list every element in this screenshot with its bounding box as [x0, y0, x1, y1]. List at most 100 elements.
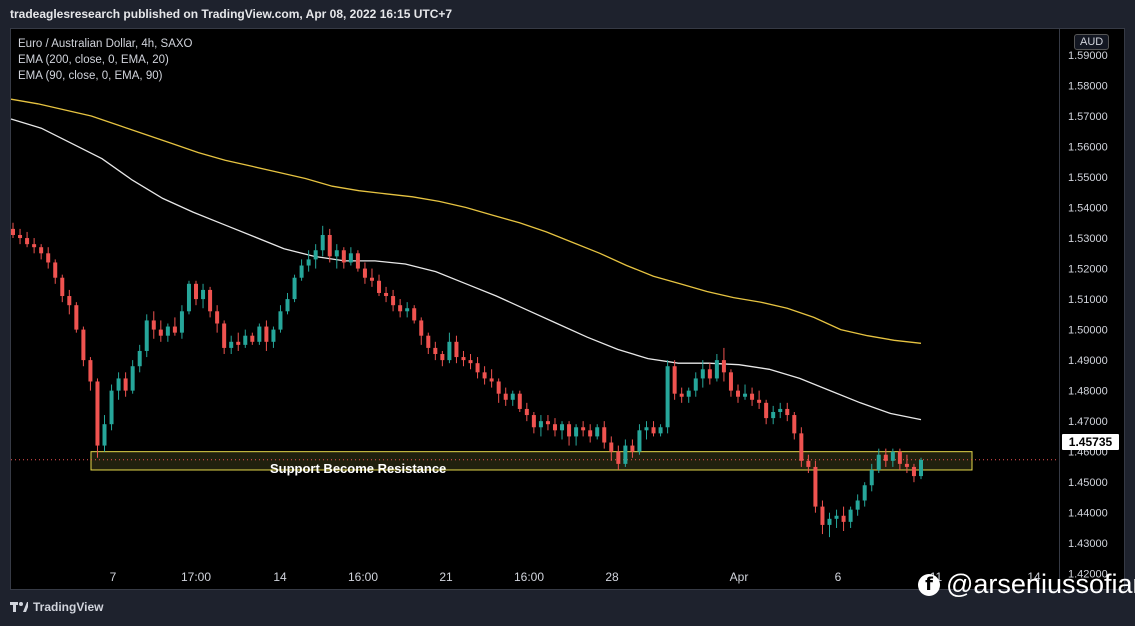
candle-body	[919, 459, 923, 477]
legend-symbol[interactable]: Euro / Australian Dollar, 4h, SAXO	[18, 38, 193, 50]
candle-body	[32, 244, 37, 248]
y-tick-label: 1.54000	[1068, 203, 1108, 215]
candle-body	[264, 326, 269, 342]
x-tick-label: 17:00	[181, 570, 211, 584]
candle-body	[855, 500, 860, 510]
candle-body	[369, 277, 374, 281]
candle-body	[714, 360, 719, 379]
candle-body	[123, 378, 128, 391]
x-tick-label: 16:00	[348, 570, 378, 584]
candle-body	[834, 515, 839, 519]
candle-body	[693, 378, 698, 391]
candle-body	[806, 460, 811, 467]
y-tick-label: 1.52000	[1068, 264, 1108, 276]
candle-body	[201, 289, 206, 300]
y-tick-label: 1.56000	[1068, 141, 1108, 153]
candle-body	[813, 466, 818, 507]
candle-body	[306, 259, 311, 266]
candle-body	[869, 469, 874, 486]
candle-body	[67, 296, 72, 306]
candle-body	[531, 415, 536, 428]
candle-body	[489, 378, 494, 382]
candle-body	[764, 402, 769, 419]
candle-body	[186, 283, 191, 312]
candle-body	[419, 320, 424, 336]
candle-body	[771, 411, 776, 419]
candle-body	[552, 424, 557, 431]
candle-body	[630, 445, 635, 452]
candle-body	[567, 424, 572, 437]
candle-body	[482, 372, 487, 379]
x-tick-label: 21	[439, 570, 453, 584]
candle-body	[81, 329, 86, 361]
publish-header: tradeaglesresearch published on TradingV…	[10, 7, 453, 21]
candle-body	[377, 280, 382, 293]
candle-body	[588, 430, 593, 437]
y-tick-label: 1.48000	[1068, 386, 1108, 398]
candle-body	[348, 253, 353, 263]
ema90-line	[10, 118, 922, 421]
author-watermark: f @arseniussofian	[918, 569, 1135, 600]
candle-body	[250, 335, 255, 342]
tradingview-logo[interactable]: TradingView	[10, 600, 103, 614]
candle-body	[897, 451, 902, 464]
candle-body	[137, 350, 142, 367]
candle-body	[292, 277, 297, 300]
candle-body	[679, 393, 684, 397]
x-tick-label: 14	[273, 570, 287, 584]
candle-body	[222, 323, 227, 348]
candle-body	[88, 360, 93, 382]
candle-body	[792, 415, 797, 434]
candle-body	[236, 341, 241, 345]
candle-body	[215, 311, 220, 324]
candle-body	[278, 311, 283, 330]
candle-body	[158, 329, 163, 336]
candle-body	[665, 366, 670, 428]
candle-body	[116, 378, 121, 391]
candle-body	[341, 250, 346, 263]
legend-ema90[interactable]: EMA (90, close, 0, EMA, 90)	[18, 70, 163, 82]
price-axis[interactable]	[1060, 28, 1125, 590]
candle-body	[391, 296, 396, 306]
candle-body	[876, 454, 881, 470]
candle-body	[208, 289, 213, 312]
candle-body	[426, 335, 431, 348]
candle-body	[560, 424, 565, 431]
candle-body	[60, 277, 65, 297]
candle-body	[862, 485, 867, 501]
candle-body	[595, 427, 600, 437]
candle-body	[700, 369, 705, 379]
y-tick-label: 1.49000	[1068, 355, 1108, 367]
candle-body	[911, 466, 916, 477]
candle-body	[398, 305, 403, 312]
y-tick-label: 1.44000	[1068, 508, 1108, 520]
candle-body	[74, 305, 79, 330]
candle-body	[686, 390, 691, 397]
candle-body	[545, 421, 550, 425]
candle-body	[362, 268, 367, 278]
candle-body	[707, 369, 712, 379]
candle-body	[320, 234, 325, 251]
x-tick-label: 28	[605, 570, 619, 584]
y-tick-label: 1.50000	[1068, 325, 1108, 337]
y-tick-label: 1.51000	[1068, 294, 1108, 306]
current-price-label: 1.45735	[1062, 434, 1119, 450]
chart-legend: Euro / Australian Dollar, 4h, SAXO EMA (…	[18, 36, 193, 84]
currency-button[interactable]: AUD	[1074, 34, 1110, 50]
legend-ema200[interactable]: EMA (200, close, 0, EMA, 20)	[18, 54, 169, 66]
y-tick-label: 1.57000	[1068, 111, 1108, 123]
candle-body	[728, 372, 733, 391]
chart-pane[interactable]	[10, 28, 1060, 590]
x-tick-label: 14	[1027, 570, 1041, 584]
candle-body	[412, 308, 417, 321]
candle-body	[574, 427, 579, 437]
candle-body	[165, 326, 170, 336]
candle-body	[454, 341, 459, 358]
y-tick-label: 1.47000	[1068, 416, 1108, 428]
y-tick-label: 1.58000	[1068, 80, 1108, 92]
candle-body	[799, 433, 804, 461]
candle-body	[721, 360, 726, 373]
candle-body	[172, 326, 177, 333]
candle-body	[524, 408, 529, 416]
